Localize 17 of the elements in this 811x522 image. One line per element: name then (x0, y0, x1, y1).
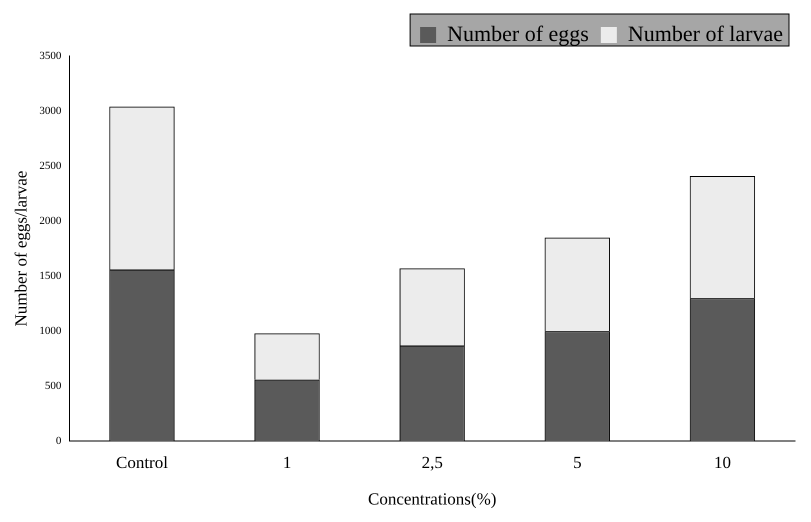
y-tick-label: 1500 (39, 270, 62, 282)
legend-label: Number of eggs (447, 20, 589, 46)
y-tick-label: 500 (44, 380, 62, 392)
y-tick-label: 3000 (39, 104, 62, 117)
x-tick-label: 2,5 (422, 452, 443, 472)
y-tick-label: 1000 (39, 325, 62, 338)
y-tick-label: 2000 (39, 214, 62, 227)
x-axis-title: Concentrations(%) (368, 489, 496, 508)
x-tick-label: Control (116, 452, 168, 472)
y-tick-label: 3500 (39, 50, 62, 62)
legend-label: Number of larvae (628, 20, 784, 46)
y-tick-label: 2500 (39, 160, 62, 172)
x-tick-label: 10 (714, 452, 731, 472)
y-axis-title: Number of eggs/larvae (12, 170, 31, 326)
x-tick-label: 5 (573, 452, 582, 472)
y-tick-label: 0 (56, 435, 62, 448)
x-tick-label: 1 (282, 452, 292, 472)
